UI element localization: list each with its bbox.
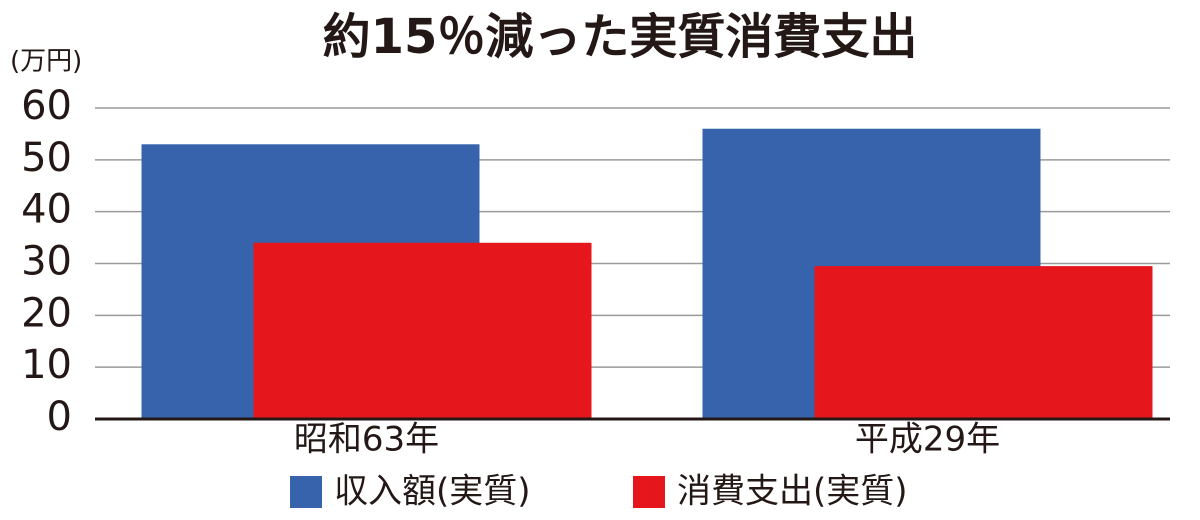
y-tick-label: 50	[21, 135, 72, 181]
y-tick-label: 0	[47, 394, 72, 440]
y-tick-label: 30	[21, 239, 72, 285]
bar	[814, 266, 1153, 419]
x-tick-label: 平成29年	[855, 420, 1000, 460]
bar	[253, 242, 592, 419]
x-tick-label: 昭和63年	[294, 420, 439, 460]
legend-label: 収入額(実質)	[334, 472, 531, 512]
legend-swatch	[633, 476, 665, 508]
y-tick-label: 40	[21, 187, 72, 233]
y-tick-label: 20	[21, 290, 72, 336]
chart-title: 約15％減った実質消費支出	[323, 9, 918, 65]
y-axis-label: (万円)	[10, 47, 82, 77]
y-tick-label: 60	[21, 83, 72, 129]
y-tick-label: 10	[21, 342, 72, 388]
legend-label: 消費支出(実質)	[677, 472, 908, 512]
legend-swatch	[290, 476, 322, 508]
